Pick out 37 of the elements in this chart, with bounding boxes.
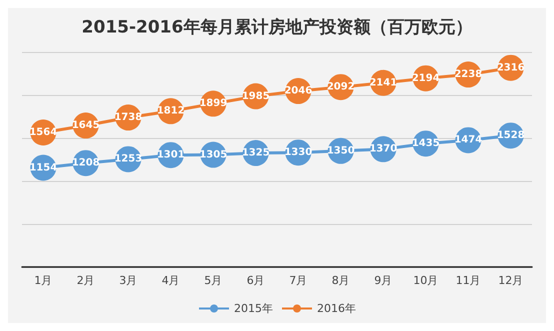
data-label: 1208	[72, 158, 100, 169]
data-label: 1738	[114, 112, 142, 124]
x-tick-label: 1月	[34, 274, 52, 287]
data-label: 2092	[326, 82, 355, 93]
x-tick-label: 6月	[246, 274, 265, 287]
data-label: 2238	[454, 69, 482, 80]
data-label: 1564	[29, 126, 58, 138]
data-label: 1645	[72, 120, 100, 132]
x-tick-label: 12月	[498, 274, 524, 287]
legend-label: 2015年	[234, 302, 274, 315]
data-label: 1474	[454, 134, 482, 146]
x-tick-label: 3月	[119, 274, 138, 287]
data-label: 1330	[284, 147, 312, 158]
x-tick-label: 9月	[374, 274, 392, 287]
data-label: 1305	[199, 149, 228, 160]
data-label: 1350	[326, 145, 355, 156]
data-label: 1985	[242, 90, 270, 102]
data-label: 1435	[412, 138, 440, 150]
x-tick-label: 8月	[332, 274, 350, 287]
x-tick-label: 11月	[456, 274, 481, 287]
data-label: 2141	[369, 77, 398, 88]
x-tick-label: 2月	[76, 274, 95, 287]
chart-title: 2015-2016年每月累计房地产投资额（百万欧元）	[82, 18, 472, 38]
data-label: 2046	[284, 86, 312, 97]
data-label: 1812	[156, 106, 185, 117]
x-tick-label: 5月	[204, 274, 222, 287]
x-tick-label: 4月	[162, 274, 180, 287]
data-label: 1899	[199, 98, 228, 110]
legend-label: 2016年	[317, 302, 356, 315]
data-label: 1253	[114, 154, 142, 165]
data-label: 1325	[242, 148, 270, 159]
data-label: 1154	[29, 162, 58, 174]
data-label: 1301	[156, 150, 185, 161]
data-label: 1528	[496, 130, 525, 142]
x-tick-label: 7月	[289, 274, 308, 287]
x-tick-label: 10月	[413, 274, 438, 287]
data-label: 1370	[369, 144, 398, 155]
